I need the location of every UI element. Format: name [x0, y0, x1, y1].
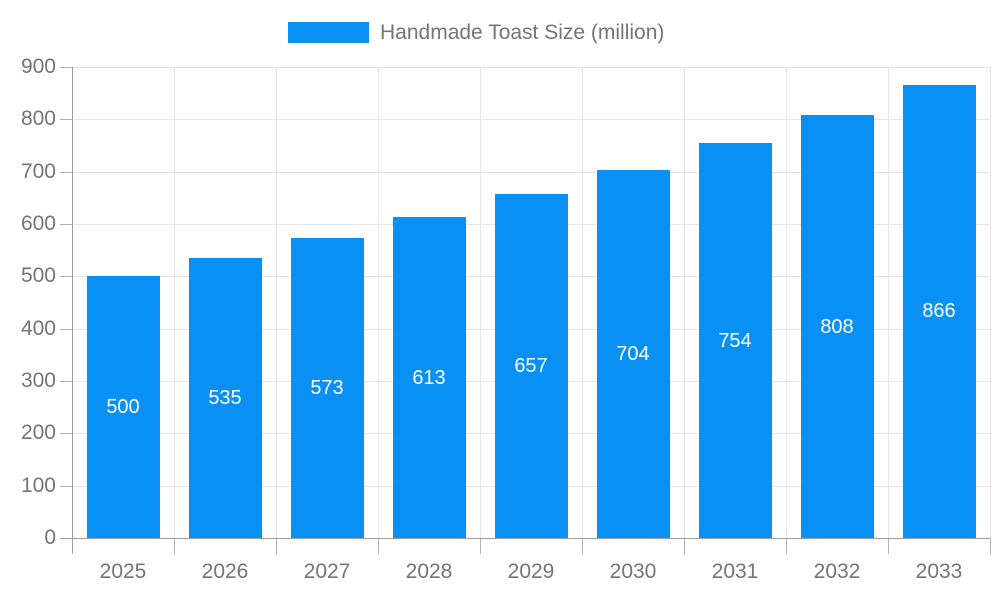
h-gridline	[72, 171, 990, 173]
y-axis-tick-label: 100	[20, 473, 56, 497]
y-axis-tick-label: 900	[20, 55, 56, 78]
bar-value-label: 573	[310, 377, 344, 400]
h-gridline	[72, 119, 990, 121]
h-gridline	[72, 67, 990, 68]
bar-value-label: 754	[718, 329, 752, 352]
v-gridline	[990, 67, 991, 538]
bar	[494, 194, 568, 538]
bar-value-label: 704	[616, 342, 650, 365]
y-axis-line	[72, 67, 73, 554]
x-axis-tick-label: 2027	[303, 560, 351, 583]
x-axis-tick	[480, 538, 481, 554]
y-axis-tick	[60, 381, 72, 382]
bar-value-label: 613	[412, 366, 446, 389]
bar-value-label: 808	[820, 315, 854, 338]
bar	[392, 217, 466, 538]
x-axis-tick-label: 2031	[711, 560, 759, 583]
x-axis-tick	[888, 538, 889, 554]
x-axis-tick	[174, 538, 175, 554]
legend-item[interactable]: Handmade Toast Size (million)	[288, 20, 664, 45]
v-gridline	[174, 67, 175, 538]
y-axis-tick-label: 200	[20, 421, 56, 445]
y-axis-tick	[60, 119, 72, 121]
v-gridline	[480, 67, 481, 538]
y-axis-tick	[60, 224, 72, 225]
bar	[290, 238, 364, 538]
x-axis-tick	[990, 538, 991, 554]
v-gridline	[786, 67, 787, 538]
y-axis-tick	[60, 67, 72, 68]
bar	[596, 169, 670, 538]
y-axis-tick	[60, 433, 72, 435]
y-axis-tick-label: 500	[20, 264, 56, 288]
x-axis-tick	[378, 538, 379, 554]
x-axis-tick-label: 2029	[507, 560, 555, 583]
bar-value-label: 657	[514, 355, 548, 378]
y-axis-tick	[60, 171, 72, 173]
x-axis-tick-label: 2032	[813, 560, 861, 583]
y-axis-tick-label: 600	[20, 212, 56, 235]
x-axis-tick	[786, 538, 787, 554]
y-axis-tick-label: 400	[20, 316, 56, 340]
bar	[902, 84, 976, 538]
y-axis-tick	[60, 328, 72, 330]
x-axis-tick-label: 2030	[609, 560, 657, 583]
x-axis-tick-label: 2028	[405, 560, 453, 583]
x-axis-tick-label: 2033	[915, 560, 963, 583]
x-axis-tick	[582, 538, 583, 554]
x-axis-line	[60, 538, 990, 539]
bar	[698, 143, 772, 538]
v-gridline	[684, 67, 685, 538]
bar-value-label: 535	[208, 387, 242, 409]
y-axis-tick-label: 800	[20, 107, 56, 131]
x-axis-tick-label: 2026	[201, 560, 249, 583]
legend-label: Handmade Toast Size (million)	[380, 20, 665, 44]
y-axis-tick-label: 0	[44, 526, 56, 549]
v-gridline	[276, 67, 277, 538]
bar	[800, 115, 874, 538]
v-gridline	[378, 67, 379, 538]
legend-swatch	[288, 22, 369, 43]
y-axis-tick	[60, 276, 72, 278]
bar	[188, 258, 262, 538]
v-gridline	[582, 67, 583, 538]
bar-value-label: 500	[106, 396, 140, 419]
y-axis-tick	[60, 485, 72, 487]
x-axis-tick-label: 2025	[99, 560, 147, 583]
bar	[86, 276, 160, 538]
y-axis-tick-label: 300	[20, 369, 56, 392]
y-axis-tick-label: 700	[20, 159, 56, 183]
bar-value-label: 866	[922, 300, 956, 323]
v-gridline	[888, 67, 889, 538]
x-axis-tick	[276, 538, 277, 554]
x-axis-tick	[684, 538, 685, 554]
